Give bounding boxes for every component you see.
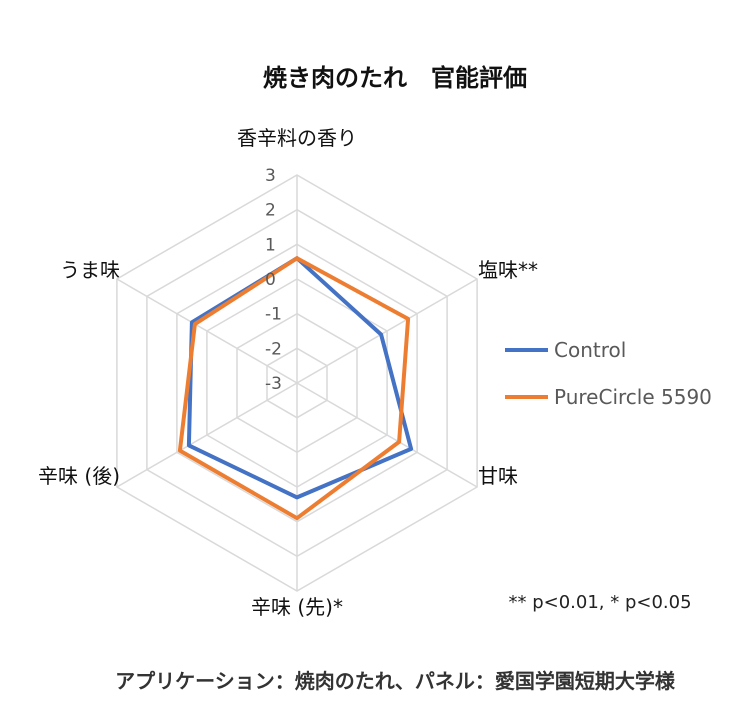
grid-spoke <box>296 382 478 488</box>
legend-label-1: PureCircle 5590 <box>554 385 712 409</box>
axis-label: 甘味 <box>478 464 518 488</box>
footer-text: アプリケーション：焼肉のたれ、パネル：愛国学園短期大学様 <box>115 669 676 693</box>
axis-label: 香辛料の香り <box>237 126 357 150</box>
tick-label: 0 <box>265 270 276 290</box>
tick-labels: 3 2 1 0 -1 -2 -3 <box>265 166 282 394</box>
tick-label: -2 <box>265 339 282 359</box>
axis-label: 辛味 (後) <box>38 464 120 488</box>
tick-label: -1 <box>265 305 282 325</box>
series-line-0 <box>186 256 414 500</box>
tick-label: 2 <box>265 201 276 221</box>
significance-note: ** p<0.01, * p<0.05 <box>508 592 691 613</box>
tick-label: 1 <box>265 235 276 255</box>
tick-label: 3 <box>265 166 276 186</box>
tick-label: -3 <box>265 374 282 394</box>
axis-label: 塩味** <box>478 258 538 282</box>
grid-spoke <box>296 278 478 384</box>
axis-label: うま味 <box>60 258 120 282</box>
radar-grid <box>116 174 478 592</box>
grid-spoke <box>116 278 298 384</box>
legend: Control PureCircle 5590 <box>505 338 712 409</box>
axis-label: 辛味 (先)* <box>251 595 343 619</box>
chart-title: 焼き肉のたれ 官能評価 <box>263 64 527 92</box>
grid-spoke <box>116 382 298 488</box>
series-lines <box>177 256 414 521</box>
legend-label-0: Control <box>554 338 626 362</box>
series-line-1 <box>177 256 411 521</box>
